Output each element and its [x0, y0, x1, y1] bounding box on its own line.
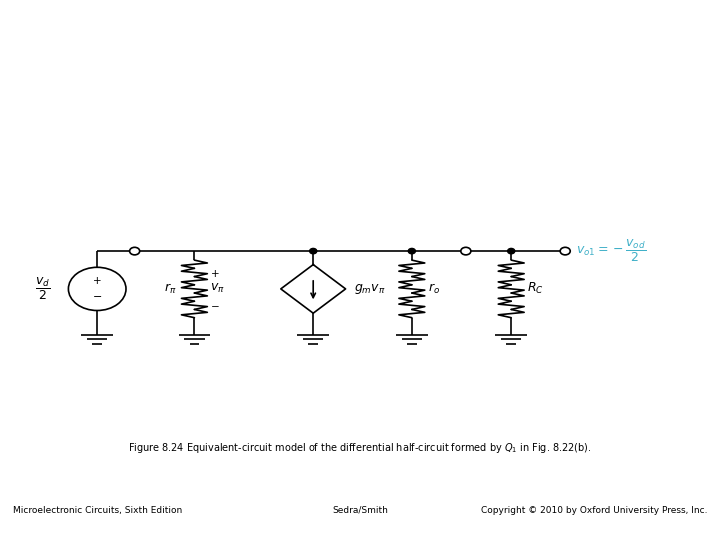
Text: +: + — [93, 276, 102, 286]
Text: Figure 8.24 Equivalent-circuit model of the differential half-circuit formed by : Figure 8.24 Equivalent-circuit model of … — [128, 441, 592, 455]
Circle shape — [461, 247, 471, 255]
Text: $v_{o1} = -\dfrac{v_{od}}{2}$: $v_{o1} = -\dfrac{v_{od}}{2}$ — [576, 238, 646, 264]
Circle shape — [560, 247, 570, 255]
Circle shape — [130, 247, 140, 255]
Circle shape — [408, 248, 415, 254]
Text: −: − — [92, 292, 102, 302]
Text: Copyright © 2010 by Oxford University Press, Inc.: Copyright © 2010 by Oxford University Pr… — [480, 506, 707, 515]
Text: $\dfrac{v_d}{2}$: $\dfrac{v_d}{2}$ — [35, 276, 50, 302]
Text: $-$: $-$ — [210, 300, 220, 310]
Text: Microelectronic Circuits, Sixth Edition: Microelectronic Circuits, Sixth Edition — [13, 506, 182, 515]
Text: $v_{\pi}$: $v_{\pi}$ — [210, 282, 225, 295]
Circle shape — [508, 248, 515, 254]
Text: $+$: $+$ — [210, 268, 220, 279]
Text: $R_C$: $R_C$ — [527, 281, 544, 296]
Circle shape — [310, 248, 317, 254]
Text: $r_o$: $r_o$ — [428, 282, 440, 296]
Text: Sedra/Smith: Sedra/Smith — [332, 506, 388, 515]
Text: $r_{\pi}$: $r_{\pi}$ — [164, 282, 176, 296]
Text: $g_m v_{\pi}$: $g_m v_{\pi}$ — [354, 282, 386, 296]
